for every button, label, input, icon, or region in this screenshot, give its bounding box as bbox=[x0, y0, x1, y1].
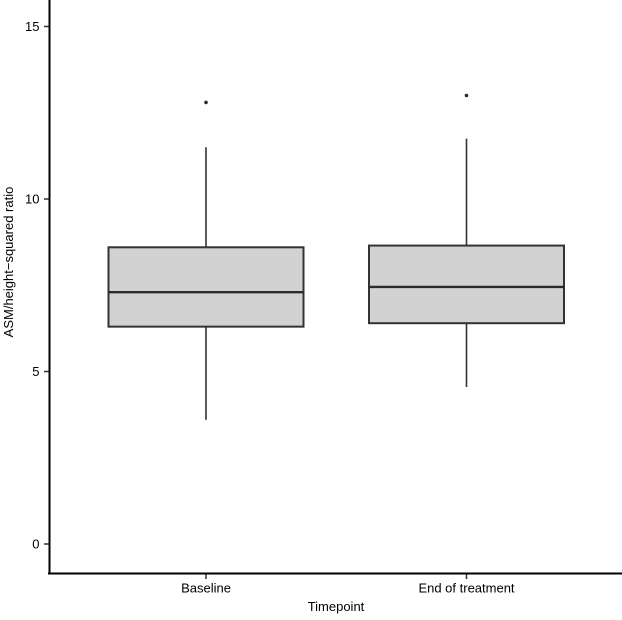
outlier-point bbox=[204, 100, 208, 105]
x-axis-title: Timepoint bbox=[308, 599, 365, 614]
outlier-point bbox=[464, 93, 469, 98]
y-tick-label: 15 bbox=[25, 19, 39, 34]
boxplot-boxes bbox=[107, 93, 565, 420]
box-end-of-treatment bbox=[368, 93, 565, 388]
box-baseline bbox=[107, 100, 305, 420]
iqr-box bbox=[107, 246, 305, 328]
axis-tick-labels: 0 5 10 15 Baseline End of treatment bbox=[25, 19, 515, 596]
iqr-box bbox=[368, 244, 565, 325]
y-tick-label: 10 bbox=[25, 192, 39, 207]
x-tick-label: Baseline bbox=[181, 581, 231, 596]
y-tick-label: 5 bbox=[32, 364, 39, 379]
axis-ticks bbox=[44, 25, 468, 579]
y-tick-label: 0 bbox=[32, 537, 39, 552]
y-axis-title: ASM/height−squared ratio bbox=[1, 187, 16, 338]
x-tick-label: End of treatment bbox=[418, 581, 514, 596]
